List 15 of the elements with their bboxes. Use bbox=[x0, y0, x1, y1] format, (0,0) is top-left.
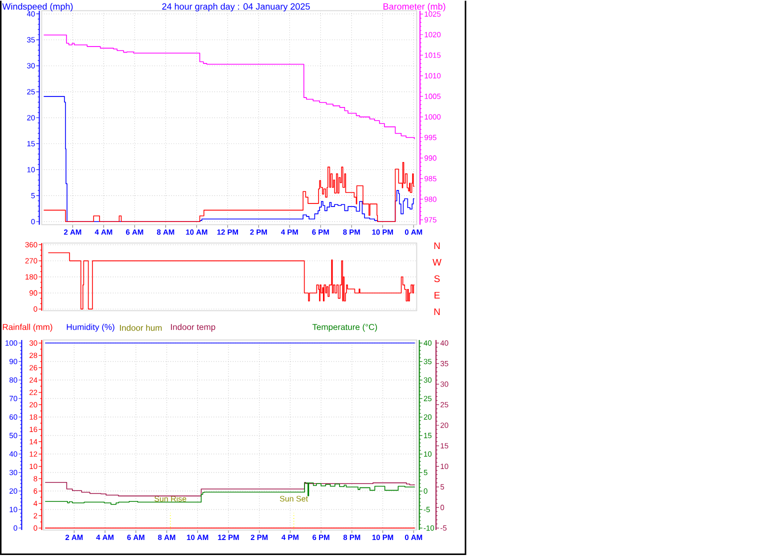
text: Indoor temp bbox=[170, 324, 216, 332]
text: S bbox=[434, 276, 440, 282]
series-label: Humidity (%) bbox=[66, 324, 114, 332]
text: N bbox=[434, 242, 440, 250]
text: Temperature (°C) bbox=[312, 324, 377, 332]
y-axis-title: Windspeed (mph) bbox=[2, 3, 73, 12]
text: E bbox=[434, 292, 440, 299]
ref-line-label: Sun Set bbox=[280, 496, 308, 502]
text: Rainfall (mm) bbox=[2, 324, 52, 332]
ref-line-label: Sun Rise bbox=[154, 496, 186, 502]
text: Indoor hum bbox=[120, 324, 162, 331]
text: N bbox=[434, 308, 440, 316]
chart-title: 24 hour graph day : 04 January 2025 bbox=[162, 3, 310, 12]
y2-axis-title: Barometer (mb) bbox=[384, 3, 446, 12]
text: W bbox=[432, 259, 442, 266]
